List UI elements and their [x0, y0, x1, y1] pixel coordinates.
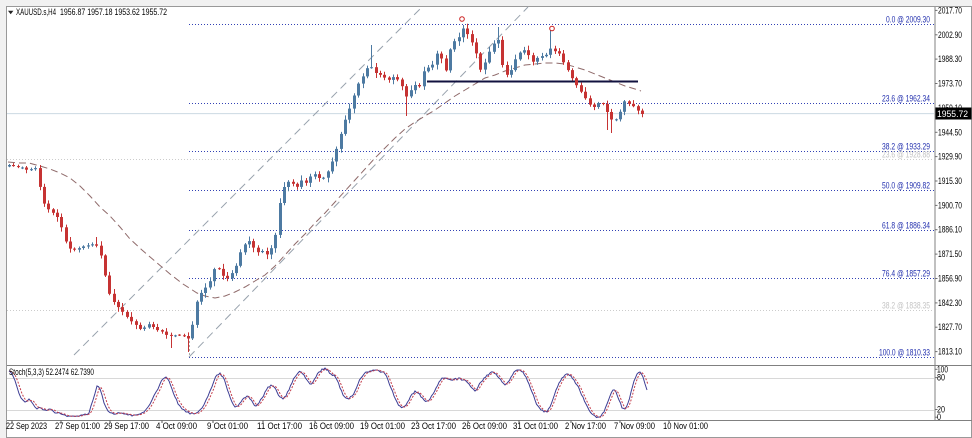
svg-text:1988.30: 1988.30	[938, 54, 962, 65]
svg-text:XAUUSD.s,H4: XAUUSD.s,H4	[16, 7, 56, 18]
svg-text:1856.90: 1856.90	[938, 274, 962, 285]
svg-text:7 Nov 09:00: 7 Nov 09:00	[614, 421, 655, 431]
svg-text:1842.30: 1842.30	[938, 298, 962, 309]
svg-text:1956.87 1957.18 1953.62 1955.7: 1956.87 1957.18 1953.62 1955.72	[60, 7, 167, 18]
svg-text:1944.50: 1944.50	[938, 127, 962, 138]
svg-text:100: 100	[937, 364, 948, 374]
svg-text:76.4 @ 1857.29: 76.4 @ 1857.29	[882, 269, 930, 279]
svg-text:38.2 @ 1838.35: 38.2 @ 1838.35	[882, 301, 930, 311]
svg-text:1915.30: 1915.30	[938, 176, 962, 187]
svg-text:23 Oct 17:00: 23 Oct 17:00	[411, 421, 456, 431]
svg-text:1955.72: 1955.72	[937, 109, 968, 120]
svg-text:2 Nov 17:00: 2 Nov 17:00	[565, 421, 606, 431]
svg-text:1827.70: 1827.70	[938, 322, 962, 333]
svg-text:27 Sep 01:00: 27 Sep 01:00	[55, 421, 100, 431]
svg-text:11 Oct 17:00: 11 Oct 17:00	[257, 421, 302, 431]
svg-text:0: 0	[937, 412, 941, 422]
svg-text:50.0 @ 1909.82: 50.0 @ 1909.82	[882, 181, 930, 191]
svg-text:1813.10: 1813.10	[938, 347, 962, 358]
svg-text:1973.70: 1973.70	[938, 79, 962, 90]
svg-text:2017.70: 2017.70	[938, 5, 962, 16]
svg-text:23.6 @ 1928.88: 23.6 @ 1928.88	[882, 150, 930, 160]
svg-text:1886.10: 1886.10	[938, 225, 962, 236]
svg-text:Stoch(5,3,3) 52.2474 62.7390: Stoch(5,3,3) 52.2474 62.7390	[9, 367, 94, 377]
svg-text:1929.90: 1929.90	[938, 152, 962, 163]
svg-text:0.0 @ 2009.30: 0.0 @ 2009.30	[886, 15, 930, 25]
svg-text:29 Sep 17:00: 29 Sep 17:00	[104, 421, 149, 431]
svg-text:4 Oct 09:00: 4 Oct 09:00	[156, 421, 197, 431]
svg-text:1900.70: 1900.70	[938, 200, 962, 211]
svg-text:2002.90: 2002.90	[938, 30, 962, 41]
svg-text:23.6 @ 1962.34: 23.6 @ 1962.34	[882, 94, 930, 104]
svg-text:10 Nov 01:00: 10 Nov 01:00	[663, 421, 708, 431]
svg-text:26 Oct 09:00: 26 Oct 09:00	[462, 421, 507, 431]
svg-text:1871.50: 1871.50	[938, 249, 962, 260]
svg-text:31 Oct 01:00: 31 Oct 01:00	[513, 421, 558, 431]
svg-text:16 Oct 09:00: 16 Oct 09:00	[309, 421, 354, 431]
svg-text:38.2 @ 1933.29: 38.2 @ 1933.29	[882, 142, 930, 152]
svg-text:9 Oct 01:00: 9 Oct 01:00	[207, 421, 248, 431]
svg-text:20: 20	[937, 405, 945, 415]
svg-text:61.8 @ 1886.34: 61.8 @ 1886.34	[882, 221, 930, 231]
svg-text:19 Oct 01:00: 19 Oct 01:00	[360, 421, 405, 431]
svg-text:22 Sep 2023: 22 Sep 2023	[6, 421, 47, 431]
svg-text:100.0 @ 1810.33: 100.0 @ 1810.33	[879, 348, 930, 358]
svg-text:80: 80	[937, 373, 945, 383]
